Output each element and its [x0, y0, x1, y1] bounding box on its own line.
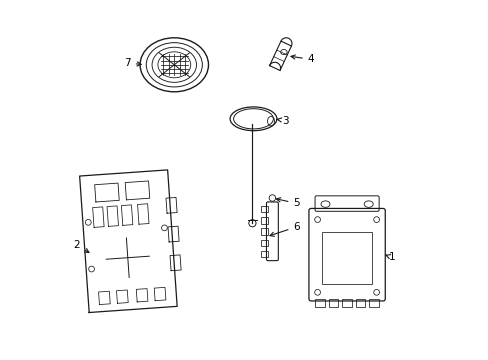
Text: 6: 6 — [269, 222, 300, 236]
Bar — [355, 299, 365, 307]
Text: 1: 1 — [385, 252, 395, 262]
Text: 5: 5 — [276, 198, 300, 208]
Text: 7: 7 — [124, 58, 141, 68]
Bar — [261, 217, 267, 224]
Bar — [328, 299, 338, 307]
Bar — [261, 228, 267, 235]
Text: 4: 4 — [290, 54, 314, 64]
Bar — [261, 206, 267, 212]
Bar — [261, 251, 267, 257]
Bar — [368, 299, 378, 307]
Bar — [261, 240, 267, 246]
Text: 2: 2 — [73, 240, 89, 252]
Bar — [342, 299, 351, 307]
Text: 3: 3 — [276, 116, 288, 126]
Bar — [321, 232, 371, 284]
Bar — [315, 299, 324, 307]
